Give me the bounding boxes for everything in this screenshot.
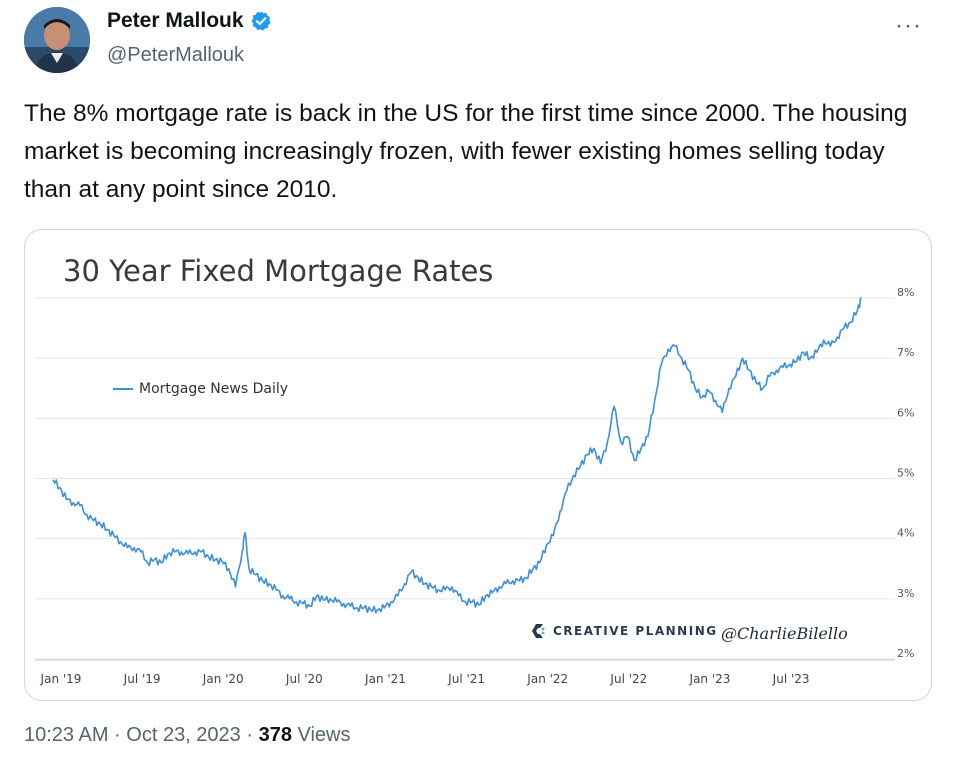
y-tick-label: 8% (897, 286, 914, 299)
author-name[interactable]: Peter Mallouk (107, 9, 244, 32)
verified-badge-icon (250, 11, 271, 31)
y-tick-label: 7% (897, 346, 914, 359)
views-label: Views (291, 724, 351, 746)
avatar-image (24, 7, 90, 73)
legend-label: Mortgage News Daily (139, 381, 289, 397)
watermark-handle: @CharlieBilello (721, 624, 848, 643)
x-tick-label: Jan '21 (364, 672, 406, 686)
chart-title: 30 Year Fixed Mortgage Rates (63, 254, 494, 288)
x-tick-label: Jul '20 (285, 672, 323, 686)
watermark-brand-text: CREATIVE PLANNING (553, 624, 718, 638)
tweet-media[interactable]: 30 Year Fixed Mortgage Rates Mortgage Ne… (24, 229, 932, 701)
tweet-timestamp[interactable]: 10:23 AM · Oct 23, 2023 · (24, 724, 259, 746)
y-tick-label: 6% (897, 406, 914, 419)
views-count: 378 (258, 724, 292, 746)
x-tick-label: Jan '23 (689, 672, 731, 686)
avatar[interactable] (24, 7, 90, 73)
y-tick-label: 4% (897, 527, 914, 540)
x-tick-label: Jul '21 (447, 672, 485, 686)
legend-line-swatch (113, 388, 133, 390)
x-tick-label: Jul '19 (123, 672, 161, 686)
tweet-footer: 10:23 AM · Oct 23, 2023 · 378 Views (24, 724, 351, 747)
author-name-row[interactable]: Peter Mallouk (107, 9, 272, 33)
y-tick-label: 5% (897, 467, 914, 480)
x-tick-label: Jan '19 (40, 672, 82, 686)
x-tick-label: Jan '20 (202, 672, 244, 686)
author-handle[interactable]: @PeterMallouk (107, 44, 245, 66)
more-horizontal-icon[interactable]: ··· (895, 12, 922, 39)
tweet-text: The 8% mortgage rate is back in the US f… (24, 100, 908, 203)
x-tick-label: Jul '22 (609, 672, 647, 686)
y-tick-label: 2% (897, 647, 914, 660)
x-tick-label: Jul '23 (772, 672, 810, 686)
series-line-mortgage-news-daily (52, 297, 862, 614)
x-tick-label: Jan '22 (526, 672, 568, 686)
creative-planning-logo-icon (532, 624, 545, 638)
mortgage-rate-chart: 2% 3% 4% 5% 6% 7% 8% Jan '19 Jul '19 Jan '20 Jul '… (35, 286, 914, 686)
chart-legend: Mortgage News Daily (113, 381, 288, 397)
y-tick-label: 3% (897, 587, 914, 600)
watermark-brand: CREATIVE PLANNING (531, 622, 718, 640)
